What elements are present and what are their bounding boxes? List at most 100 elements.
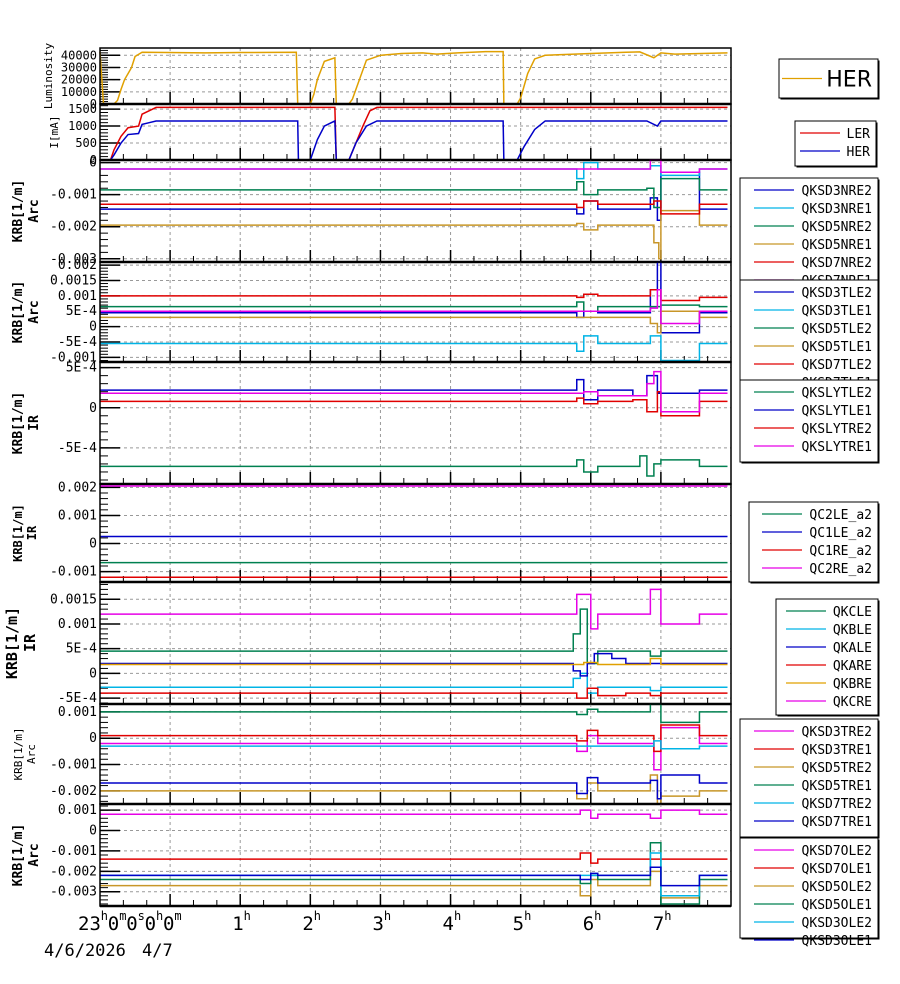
x-axis: 23 h 0 m 0 s 0 h 0 m 1 h 2 h 3 h 4 h 5 h 6 h 7 h4/6/2026 4/7 — [44, 909, 672, 961]
legend-label: QKSD7OLE2 — [802, 844, 872, 859]
series-line-QKSD7TLE2 — [100, 288, 728, 302]
series-line-QKSD3TLE2 — [100, 261, 728, 334]
legend-box — [739, 379, 879, 463]
legend-label: QKARE — [833, 659, 872, 674]
series-line-HER — [99, 50, 728, 105]
legend-label: QC1LE_a2 — [809, 526, 872, 541]
series-line-QKSD7TRE1 — [100, 774, 728, 800]
legend-label: QC1RE_a2 — [809, 544, 872, 559]
panel-frame — [99, 261, 732, 363]
legend-label: QKSLYTRE2 — [802, 422, 872, 437]
x-tick-label: 23 — [78, 913, 101, 935]
x-tick-label: 0 — [163, 913, 174, 935]
series-line-QKSD3NRE2 — [100, 171, 728, 222]
series-line-QKSD5TLE2 — [100, 301, 728, 312]
y-tick-label: 0 — [90, 153, 97, 167]
x-tick-label: 4 — [443, 913, 454, 935]
x-date-label: 4/6/2026 — [44, 941, 126, 961]
y-tick-label: 20000 — [61, 73, 97, 87]
series-line-QKSLYTLE2 — [100, 455, 728, 477]
x-tick-label-unit: h — [156, 909, 163, 923]
series-line-QKSD5TLE1 — [100, 310, 728, 334]
y-axis-label: KRB[1/m] — [11, 281, 26, 344]
series-line-QKSD5TRE2 — [100, 774, 728, 805]
series-line-QKSD5OLE2 — [100, 870, 728, 899]
y-tick-label: 0.002 — [58, 480, 97, 495]
series-line-QKBRE — [100, 657, 728, 666]
legend-label: HER — [826, 68, 872, 93]
y-axis-label: I[mA] — [48, 115, 61, 148]
y-tick-label: 10000 — [61, 85, 97, 99]
legend-label: QKBLE — [833, 623, 872, 638]
x-tick-label: 0 — [145, 913, 156, 935]
y-axis-label: KRB[1/m] — [11, 180, 26, 243]
y-tick-label: 0 — [89, 320, 97, 335]
legend-arc-tre: QKSD3TRE2 QKSD3TRE1 QKSD5TRE2 QKSD5TRE1 QKSD… — [739, 718, 880, 839]
y-tick-label: 0.001 — [58, 617, 97, 632]
y-tick-label: 0.0015 — [50, 273, 97, 288]
y-tick-label: -0.003 — [50, 885, 97, 900]
legend-luminosity: HER — [778, 58, 880, 100]
legend-ir-qc: QC2LE_a2 QC1LE_a2 QC1RE_a2 QC2RE_a2 — [748, 501, 880, 584]
y-tick-label: -0.001 — [50, 350, 97, 365]
series-line-QKSLYTRE1 — [100, 370, 728, 413]
legend-label: QKALE — [833, 641, 872, 656]
y-tick-label: 5E-4 — [66, 304, 97, 319]
x-tick-label: 2 — [302, 913, 313, 935]
legend-label: QKSD7TRE1 — [802, 815, 872, 830]
y-axis-label: KRB[1/m] — [3, 607, 21, 679]
x-tick-label: 3 — [372, 913, 383, 935]
y-tick-label: 0 — [90, 97, 97, 111]
series-line-QKSD7TRE2 — [100, 740, 728, 750]
y-tick-label: -0.001 — [50, 188, 97, 203]
y-tick-label: 0.001 — [58, 803, 97, 818]
y-axis-label: KRB[1/m] — [11, 504, 25, 562]
series-line-QKSD5NRE2 — [100, 177, 728, 209]
y-axis-label: Arc — [27, 300, 42, 323]
legend-label: QKSD3OLE2 — [802, 916, 872, 931]
series-line-QKSD5TRE1 — [100, 703, 728, 724]
legend-label: QKSD5OLE1 — [802, 898, 872, 913]
x-tick-label: 7 — [653, 913, 664, 935]
y-tick-label: 1000 — [68, 119, 97, 133]
panel-current: 0 500 1000 1500 I[mA] LER HER — [48, 102, 878, 168]
legend-label: QKSD3OLE1 — [802, 934, 872, 949]
series-line-QKSD3TRE1 — [100, 724, 728, 753]
legend-label: QKCRE — [833, 695, 872, 710]
panel-frame — [99, 803, 732, 907]
series-line-QKALE — [100, 652, 728, 677]
series-line-QKSD7OLE1 — [100, 852, 728, 864]
y-axis-label: KRB[1/m] — [12, 728, 25, 781]
x-tick-label-unit: h — [664, 909, 671, 923]
y-tick-label: 0 — [89, 666, 97, 681]
series-line-QKSD3TLE1 — [100, 335, 728, 362]
y-axis-label: KRB[1/m] — [11, 824, 26, 887]
y-axis-label: IR — [21, 633, 39, 652]
panel-frame — [99, 103, 732, 161]
y-tick-label: 5E-4 — [66, 642, 97, 657]
series-line-QKSD7TLE1 — [100, 288, 728, 325]
panel-frame — [99, 483, 732, 583]
legend-ir-sly: QKSLYTLE2 QKSLYTLE1 QKSLYTRE2 QKSLYTRE1 — [739, 379, 880, 464]
y-tick-label: -5E-4 — [58, 691, 97, 706]
series-line-QKCRE — [100, 588, 728, 630]
y-tick-label: 0.001 — [58, 289, 97, 304]
y-tick-label: 500 — [75, 136, 97, 150]
series-line-HER — [100, 119, 728, 161]
y-axis-label: KRB[1/m] — [11, 392, 26, 455]
legend-box — [739, 279, 879, 399]
y-tick-label: 0 — [89, 156, 97, 171]
legend-label: QKSD7TRE2 — [802, 797, 872, 812]
panel-frame — [99, 47, 732, 105]
legend-label: QKSD3NRE1 — [802, 202, 872, 217]
x-tick-label: 6 — [583, 913, 594, 935]
y-tick-label: -0.001 — [50, 758, 97, 773]
x-tick-label: 0 — [126, 913, 137, 935]
y-tick-label: -5E-4 — [58, 441, 97, 456]
y-tick-label: 40000 — [61, 48, 97, 62]
y-tick-label: -0.001 — [50, 565, 97, 580]
panel-frame — [99, 581, 732, 705]
y-tick-label: 0 — [89, 824, 97, 839]
